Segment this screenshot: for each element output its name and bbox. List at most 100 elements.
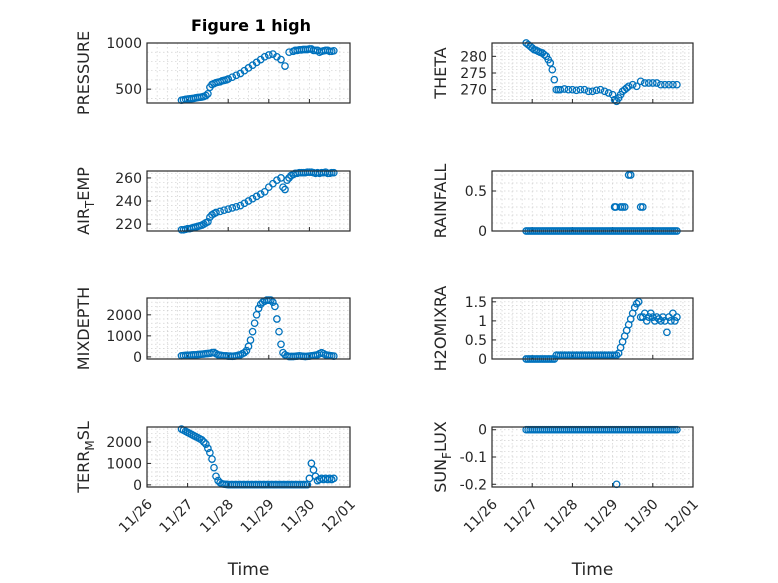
data-point xyxy=(608,90,617,99)
y-tick-label: 500 xyxy=(115,82,142,98)
data-point xyxy=(632,82,641,91)
y-axis-label: THETA xyxy=(431,47,450,99)
y-axis-label: PRESSURE xyxy=(74,31,93,115)
y-tick-label: -0.2 xyxy=(460,477,487,493)
y-tick-label: 275 xyxy=(460,66,487,82)
y-tick-label: 0 xyxy=(478,423,487,439)
data-point xyxy=(240,199,249,208)
data-point xyxy=(199,438,208,446)
data-point xyxy=(275,327,283,336)
data-point xyxy=(604,89,613,97)
data-point xyxy=(636,77,645,86)
data-point xyxy=(260,187,269,196)
data-point xyxy=(634,297,643,306)
data-point xyxy=(642,317,651,325)
y-tick-label: 270 xyxy=(460,83,487,99)
data-point xyxy=(632,299,641,308)
data-point xyxy=(204,89,212,98)
y-axis-label: AIRTEMP xyxy=(74,167,97,235)
data-point xyxy=(546,59,555,67)
y-tick-label: -0.1 xyxy=(460,450,487,466)
data-point xyxy=(242,346,251,355)
data-point xyxy=(622,84,631,92)
data-point xyxy=(246,336,255,344)
x-tick-label: 11/27 xyxy=(157,497,197,537)
y-tick-label: 280 xyxy=(460,49,487,65)
y-tick-label: 1000 xyxy=(106,329,142,345)
data-point xyxy=(646,309,655,318)
data-point xyxy=(210,463,218,472)
figure-title: Figure 1 high xyxy=(191,16,311,35)
data-point xyxy=(277,55,285,64)
data-point xyxy=(673,313,681,321)
data-point xyxy=(576,85,585,94)
y-axis-label: RAINFALL xyxy=(431,164,450,239)
data-point xyxy=(232,71,241,80)
y-tick-label: 0 xyxy=(478,352,487,368)
data-point xyxy=(620,203,629,211)
air-temp-plot: 220 240 260 AIRTEMP xyxy=(74,167,351,235)
data-point xyxy=(204,217,212,226)
y-tick-label: 240 xyxy=(115,194,142,210)
data-point xyxy=(588,87,597,96)
x-tick-label: 11/29 xyxy=(238,497,278,537)
data-point xyxy=(661,80,669,89)
x-tick-label: 11/28 xyxy=(197,497,237,537)
data-series xyxy=(177,425,338,489)
data-point xyxy=(248,327,257,336)
data-point xyxy=(644,313,653,321)
y-axis-label: MIXDEPTH xyxy=(74,287,93,370)
y-tick-label: 220 xyxy=(115,217,142,233)
data-point xyxy=(626,171,635,179)
data-point xyxy=(277,340,285,349)
data-point xyxy=(600,87,609,96)
data-point xyxy=(240,348,249,357)
data-point xyxy=(228,73,237,82)
y-tick-label: 1000 xyxy=(106,456,142,472)
data-point xyxy=(667,317,675,325)
data-point xyxy=(572,86,581,95)
data-point xyxy=(224,205,233,213)
data-point xyxy=(665,313,673,321)
data-point xyxy=(640,79,649,87)
data-point xyxy=(648,79,657,87)
x-tick-label: 11/30 xyxy=(278,497,318,537)
data-point xyxy=(281,62,289,70)
x-tick-label: 11/28 xyxy=(541,497,581,537)
pressure-plot: 500 1000 PRESSURE xyxy=(74,31,351,115)
y-tick-label: 1000 xyxy=(106,36,142,52)
data-point xyxy=(283,176,291,185)
data-point xyxy=(628,80,637,89)
x-tick-label: 11/30 xyxy=(622,497,662,537)
y-tick-label: 0.5 xyxy=(465,333,487,349)
data-point xyxy=(252,192,261,201)
y-tick-label: 0.5 xyxy=(465,184,487,200)
data-point xyxy=(232,202,241,211)
data-point xyxy=(669,309,677,318)
x-tick-label: 11/29 xyxy=(582,497,622,537)
data-point xyxy=(212,472,220,481)
data-point xyxy=(652,79,661,87)
x-tick-label: 11/26 xyxy=(116,496,156,536)
data-series xyxy=(522,39,681,106)
data-point xyxy=(329,168,338,177)
data-point xyxy=(202,440,210,448)
data-point xyxy=(307,459,316,468)
data-point xyxy=(269,298,277,307)
data-point xyxy=(202,91,210,100)
data-point xyxy=(248,194,257,203)
rainfall-plot: 0 0.5 RAINFALL xyxy=(431,164,694,240)
plot-area xyxy=(146,297,351,360)
data-point xyxy=(556,85,565,94)
y-tick-label: 260 xyxy=(115,171,142,187)
y-axis-label: TERRMSL xyxy=(74,421,97,494)
h2omixra-plot: 0 0.5 1 1.5 H2OMIXRA xyxy=(431,286,694,371)
terr-msl-plot: 0 1000 2000 TERRMSL 11/26 11/27 11/28 11/29 11/3… xyxy=(74,421,359,580)
data-point xyxy=(273,315,281,323)
x-tick-label: 12/01 xyxy=(319,497,359,537)
x-tick-label: 11/27 xyxy=(501,497,541,537)
data-point xyxy=(216,207,224,216)
data-point xyxy=(624,82,633,91)
data-point xyxy=(638,203,647,211)
